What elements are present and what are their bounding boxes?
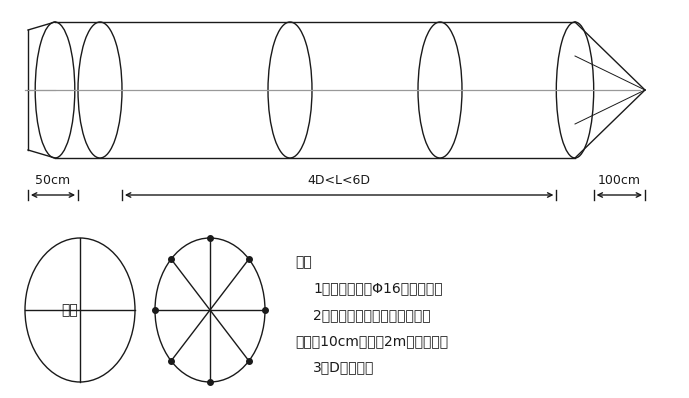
Text: 1、检孔器均为Φ16的螺纹钉。: 1、检孔器均为Φ16的螺纹钉。	[313, 281, 442, 295]
Text: 50cm: 50cm	[35, 174, 70, 187]
Text: 100cm: 100cm	[598, 174, 641, 187]
Text: 直径大10cm。筐箄2m设置一道。: 直径大10cm。筐箄2m设置一道。	[295, 334, 448, 348]
Text: 4D<L<6D: 4D<L<6D	[308, 174, 371, 187]
Text: 筐箄: 筐箄	[61, 303, 79, 317]
Text: 注：: 注：	[295, 255, 311, 269]
Text: 3、D为桡径。: 3、D为桡径。	[313, 361, 374, 375]
Text: 2、检孔器外径比桡基钉箋笼的: 2、检孔器外径比桡基钉箋笼的	[313, 308, 431, 322]
